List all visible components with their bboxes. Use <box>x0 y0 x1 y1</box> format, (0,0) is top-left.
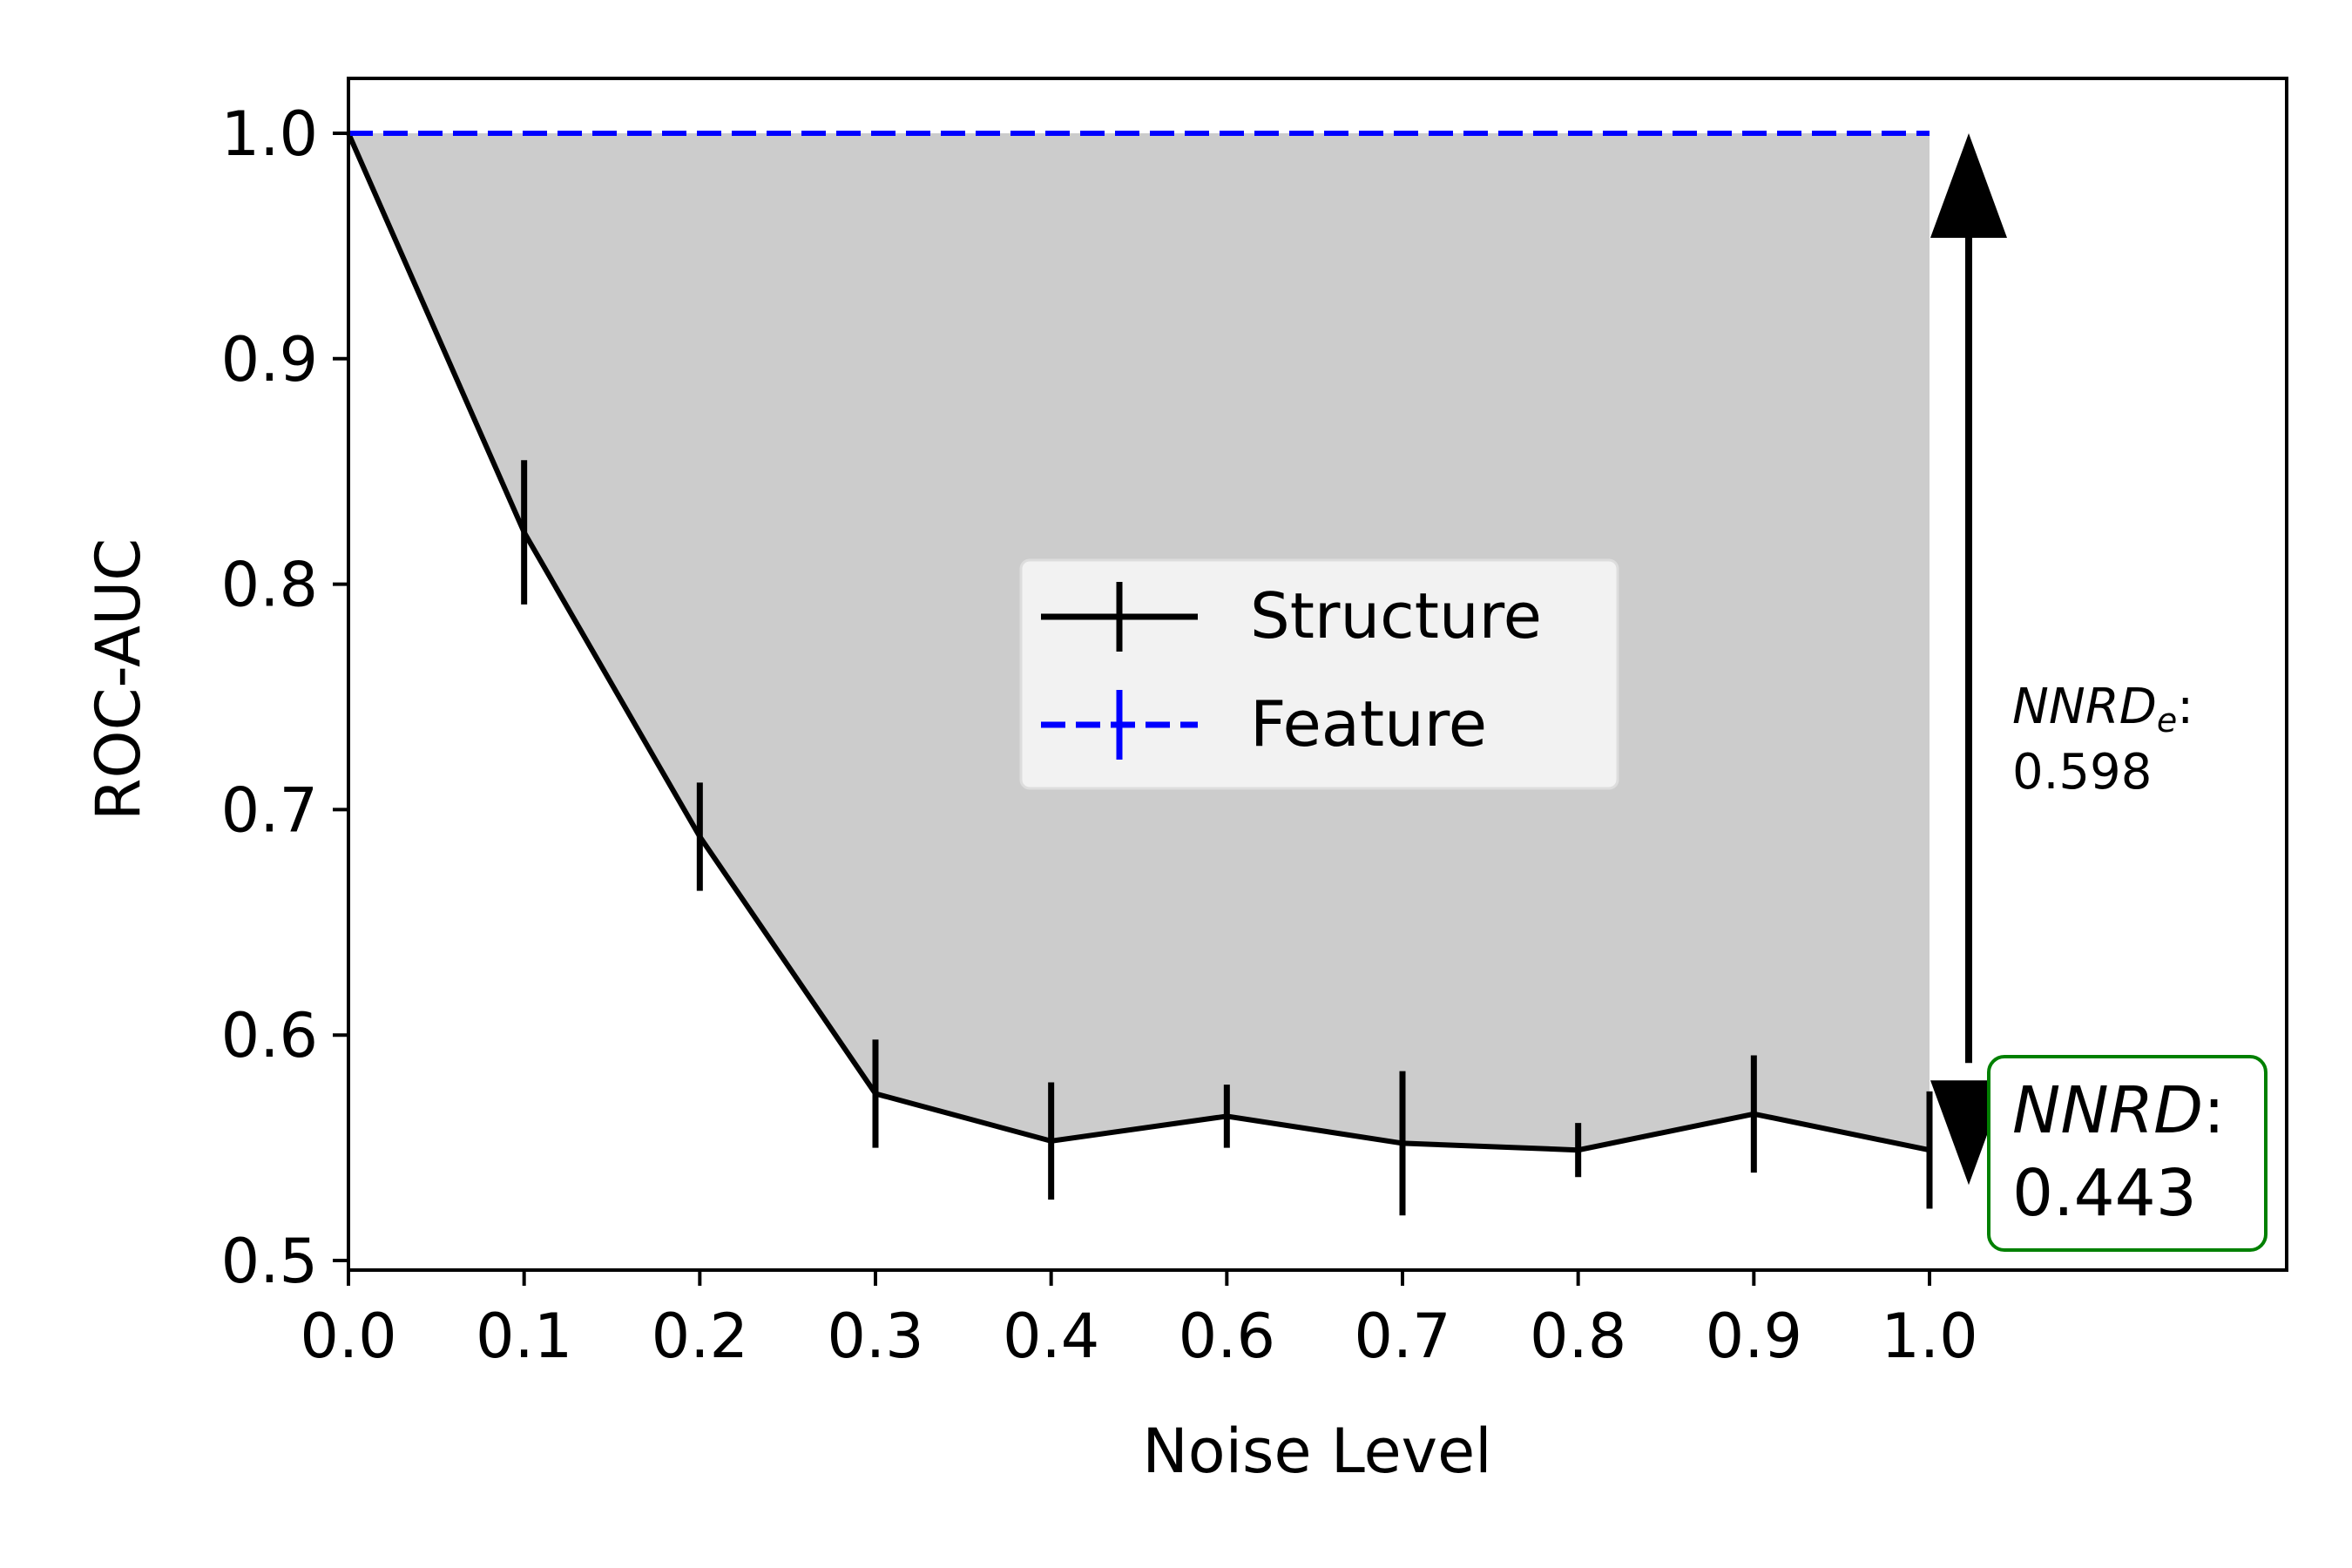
legend-structure-label: Structure <box>1250 579 1542 652</box>
nnrd-value: 0.443 <box>2012 1156 2197 1231</box>
x-tick-label: 0.2 <box>652 1301 748 1372</box>
x-tick-label: 0.9 <box>1706 1301 1802 1372</box>
nnrd-e-label: NNRDe: <box>2012 679 2193 740</box>
x-tick-label: 0.0 <box>300 1301 396 1372</box>
legend-feature-label: Feature <box>1250 687 1487 760</box>
x-tick-label: 0.7 <box>1354 1301 1450 1372</box>
x-tick-label: 1.0 <box>1881 1301 1977 1372</box>
x-tick-label: 0.1 <box>476 1301 572 1372</box>
nnrd-box <box>1987 1055 2268 1252</box>
plot-frame <box>347 77 2288 1272</box>
series-line-structure <box>346 132 1930 1153</box>
y-tick-label: 0.7 <box>221 774 318 846</box>
y-tick-label: 0.8 <box>221 550 318 621</box>
x-axis-label: Noise Level <box>1142 1416 1491 1487</box>
series-structure <box>346 132 1933 1216</box>
y-tick-label: 0.9 <box>221 324 318 395</box>
y-tick-label: 0.5 <box>221 1226 318 1297</box>
arrow-head-up <box>1930 133 2007 238</box>
nnrd-e-value: 0.598 <box>2012 744 2152 801</box>
y-axis-label: ROC-AUC <box>83 538 154 821</box>
nnrd-label: NNRD: <box>2012 1073 2225 1148</box>
x-tick-label: 0.3 <box>827 1301 923 1372</box>
y-tick-label: 1.0 <box>221 98 318 170</box>
x-tick-label: 0.4 <box>1003 1301 1099 1372</box>
x-tick-label: 0.8 <box>1530 1301 1626 1372</box>
x-tick-label: 0.6 <box>1179 1301 1275 1372</box>
legend: Structure Feature <box>1019 558 1619 790</box>
y-tick-label: 0.6 <box>221 1000 318 1071</box>
